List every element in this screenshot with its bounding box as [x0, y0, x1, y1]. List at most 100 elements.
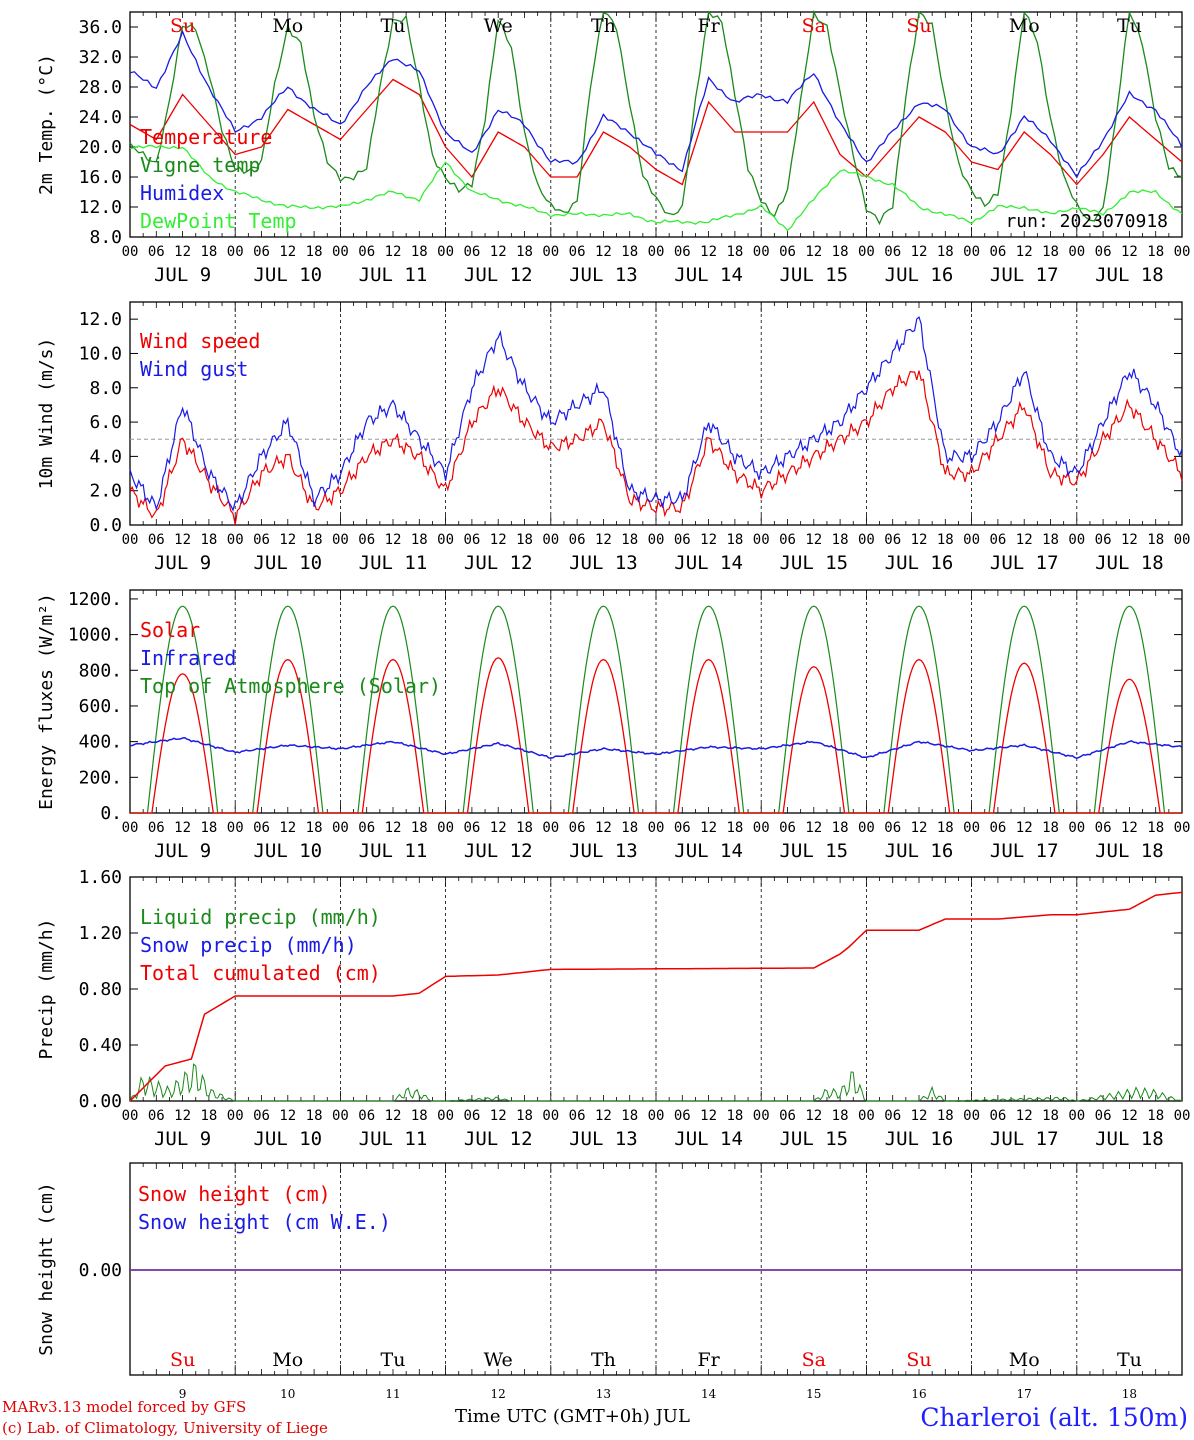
hour-label: 18	[306, 532, 323, 548]
hour-label: 06	[989, 244, 1006, 260]
y-tick-label: 12.0	[79, 309, 122, 330]
hour-label: 12	[279, 532, 296, 548]
y-tick-label: 10.0	[79, 343, 122, 364]
legend-entry: Snow height (cm)	[138, 1182, 331, 1206]
hour-label: 18	[516, 244, 533, 260]
series-line-blue	[129, 316, 1183, 512]
hour-label: 12	[911, 1108, 928, 1124]
date-label: JUL 13	[569, 840, 638, 862]
hour-label: 18	[306, 244, 323, 260]
hour-label: 18	[937, 1108, 954, 1124]
date-label: JUL 14	[674, 552, 743, 574]
hour-label: 06	[358, 820, 375, 836]
weekday-label: Tu	[381, 1349, 406, 1371]
hour-label: 00	[753, 1108, 770, 1124]
legend-entry: Liquid precip (mm/h)	[140, 905, 381, 929]
y-tick-label: 12.0	[79, 197, 122, 218]
y-tick-label: 0.00	[79, 1260, 122, 1281]
y-tick-label: 1.20	[79, 923, 122, 944]
weekday-label: Su	[906, 15, 931, 37]
date-label: JUL 14	[674, 264, 743, 286]
y-axis-label: Precip (mm/h)	[36, 919, 57, 1060]
legend-entry: Top of Atmosphere (Solar)	[140, 674, 441, 698]
hour-label: 06	[569, 532, 586, 548]
date-label: JUL 18	[1095, 264, 1164, 286]
hour-label: 06	[884, 820, 901, 836]
hour-label: 18	[832, 532, 849, 548]
date-label: JUL 13	[569, 552, 638, 574]
hour-label: 12	[279, 1108, 296, 1124]
y-tick-label: 200.	[79, 767, 122, 788]
hour-label: 06	[989, 1108, 1006, 1124]
hour-label: 18	[1147, 820, 1164, 836]
hour-label: 12	[174, 1108, 191, 1124]
weekday-label: Sa	[802, 1349, 826, 1371]
series-line-blue	[129, 29, 1183, 179]
hour-label: 00	[332, 1108, 349, 1124]
hour-label: 00	[753, 532, 770, 548]
series-line-solar	[130, 657, 1182, 814]
date-label: JUL 9	[154, 840, 211, 862]
hour-label: 18	[516, 1108, 533, 1124]
date-label: JUL 9	[154, 264, 211, 286]
date-label: JUL 18	[1095, 552, 1164, 574]
hour-label: 00	[648, 244, 665, 260]
hour-label: 12	[911, 820, 928, 836]
hour-label: 18	[411, 532, 428, 548]
hour-label: 18	[200, 244, 217, 260]
y-tick-label: 0.40	[79, 1035, 122, 1056]
hour-label: 06	[1095, 532, 1112, 548]
hour-label: 12	[490, 1108, 507, 1124]
date-label: JUL 17	[990, 552, 1059, 574]
date-label: JUL 10	[253, 840, 322, 862]
day-number-label: 16	[911, 1387, 926, 1401]
hour-label: 12	[1016, 820, 1033, 836]
hour-label: 06	[884, 244, 901, 260]
date-label: JUL 17	[990, 840, 1059, 862]
hour-label: 06	[989, 532, 1006, 548]
hour-label: 12	[911, 532, 928, 548]
weekday-label: Fr	[697, 15, 720, 37]
hour-label: 00	[332, 820, 349, 836]
hour-label: 12	[279, 820, 296, 836]
y-axis-label: 2m Temp. (°C)	[36, 54, 57, 195]
legend-entry: Solar	[140, 618, 200, 642]
hour-label: 00	[753, 820, 770, 836]
date-label: JUL 12	[464, 552, 533, 574]
hour-label: 18	[832, 244, 849, 260]
hour-label: 18	[1147, 244, 1164, 260]
y-tick-label: 1.60	[79, 867, 122, 888]
hour-label: 00	[542, 532, 559, 548]
date-label: JUL 16	[885, 264, 954, 286]
hour-label: 18	[621, 532, 638, 548]
hour-label: 06	[463, 1108, 480, 1124]
day-number-label: 15	[806, 1387, 821, 1401]
day-number-label: 10	[280, 1387, 295, 1401]
panel-frame	[129, 589, 1183, 814]
y-tick-label: 20.0	[79, 137, 122, 158]
y-axis-label: Snow height (cm)	[36, 1182, 57, 1355]
hour-label: 18	[306, 1108, 323, 1124]
hour-label: 00	[227, 1108, 244, 1124]
y-tick-label: 8.0	[89, 227, 122, 248]
hour-label: 00	[437, 244, 454, 260]
hour-label: 12	[595, 244, 612, 260]
time-axis-label: Time UTC (GMT+0h) JUL	[455, 1406, 690, 1427]
weekday-label: Su	[170, 15, 195, 37]
hour-label: 00	[1068, 244, 1085, 260]
series-line-cumulated	[129, 891, 1183, 1102]
hour-label: 06	[1095, 1108, 1112, 1124]
hour-label: 00	[858, 532, 875, 548]
hour-label: 18	[726, 244, 743, 260]
date-label: JUL 15	[779, 1128, 848, 1150]
hour-label: 18	[621, 1108, 638, 1124]
hour-label: 18	[411, 1108, 428, 1124]
weekday-label: Mo	[1009, 15, 1040, 37]
station-name: Charleroi (alt. 150m)	[920, 1403, 1188, 1432]
hour-label: 12	[1016, 1108, 1033, 1124]
legend-entry: Temperature	[140, 125, 272, 149]
y-tick-label: 6.0	[89, 412, 122, 433]
hour-label: 06	[253, 1108, 270, 1124]
panel-4: 0.00 0.40 0.80 1.20 1.60 Precip (mm/h) Liquid …	[36, 867, 1190, 1150]
y-tick-label: 400.	[79, 732, 122, 753]
